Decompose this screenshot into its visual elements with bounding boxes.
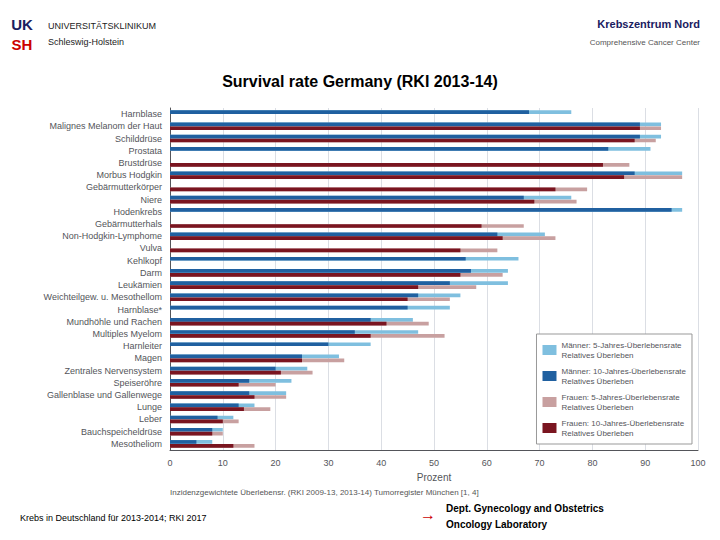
svg-text:Relatives Überleben: Relatives Überleben xyxy=(561,403,633,412)
svg-text:Lunge: Lunge xyxy=(137,402,162,412)
svg-text:20: 20 xyxy=(271,458,281,468)
svg-text:Darm: Darm xyxy=(140,268,162,278)
svg-text:Leber: Leber xyxy=(139,414,162,424)
svg-text:Krebszentrum Nord: Krebszentrum Nord xyxy=(597,18,700,30)
svg-text:Männer: 10-Jahres-Überlebensra: Männer: 10-Jahres-Überlebensrate xyxy=(561,367,686,376)
svg-text:Gebärmutterkörper: Gebärmutterkörper xyxy=(86,182,162,192)
svg-text:Zentrales Nervensystem: Zentrales Nervensystem xyxy=(64,366,162,376)
svg-text:100: 100 xyxy=(690,458,705,468)
svg-text:Bauchspeicheldrüse: Bauchspeicheldrüse xyxy=(81,427,162,437)
svg-text:Gallenblase und Gallenwege: Gallenblase und Gallenwege xyxy=(47,390,162,400)
svg-text:Survival rate Germany (RKI 201: Survival rate Germany (RKI 2013-14) xyxy=(222,73,498,90)
svg-text:Relatives Überleben: Relatives Überleben xyxy=(561,377,633,386)
svg-text:Vulva: Vulva xyxy=(140,243,162,253)
svg-text:SH: SH xyxy=(12,36,33,53)
svg-text:90: 90 xyxy=(640,458,650,468)
svg-text:UK: UK xyxy=(11,16,33,33)
svg-text:Malignes Melanom der Haut: Malignes Melanom der Haut xyxy=(49,121,162,131)
svg-text:30: 30 xyxy=(323,458,333,468)
svg-text:Prostata: Prostata xyxy=(128,146,162,156)
svg-text:Hodenkrebs: Hodenkrebs xyxy=(113,207,162,217)
svg-text:Niere: Niere xyxy=(140,195,162,205)
svg-text:Multiples Myelom: Multiples Myelom xyxy=(92,329,162,339)
svg-text:Brustdrüse: Brustdrüse xyxy=(118,158,162,168)
svg-text:Weichteilgew. u. Mesothellom: Weichteilgew. u. Mesothellom xyxy=(44,292,162,302)
svg-text:Relatives Überleben: Relatives Überleben xyxy=(561,429,633,438)
svg-text:Schleswig-Holstein: Schleswig-Holstein xyxy=(48,37,124,47)
svg-text:Relatives Überleben: Relatives Überleben xyxy=(561,351,633,360)
svg-text:UNIVERSITÄTSKLINIKUM: UNIVERSITÄTSKLINIKUM xyxy=(48,21,156,31)
svg-text:Magen: Magen xyxy=(134,353,162,363)
svg-text:0: 0 xyxy=(167,458,172,468)
svg-text:60: 60 xyxy=(482,458,492,468)
svg-text:Dept. Gynecology and Obstetric: Dept. Gynecology and Obstetrics xyxy=(446,503,604,514)
svg-text:Inzidenzgewichtete Überlebensr: Inzidenzgewichtete Überlebensr. (RKI 200… xyxy=(170,488,479,497)
svg-text:Comprehensive Cancer Center: Comprehensive Cancer Center xyxy=(590,38,701,47)
svg-text:Prozent: Prozent xyxy=(417,472,452,483)
svg-text:Mundhöhle und Rachen: Mundhöhle und Rachen xyxy=(66,317,162,327)
svg-text:10: 10 xyxy=(218,458,228,468)
svg-text:Krebs in Deutschland für 2013-: Krebs in Deutschland für 2013-2014; RKI … xyxy=(20,513,207,523)
svg-text:Harnblase: Harnblase xyxy=(121,109,162,119)
svg-text:Non-Hodgkin-Lymphome: Non-Hodgkin-Lymphome xyxy=(62,231,162,241)
svg-text:Harnleiter: Harnleiter xyxy=(123,341,162,351)
svg-text:40: 40 xyxy=(376,458,386,468)
svg-text:Frauen: 5-Jahres-Überlebensrat: Frauen: 5-Jahres-Überlebensrate xyxy=(561,393,680,402)
svg-text:Männer: 5-Jahres-Überlebensrat: Männer: 5-Jahres-Überlebensrate xyxy=(561,341,682,350)
svg-text:Speiseröhre: Speiseröhre xyxy=(113,378,162,388)
svg-text:Schilddrüse: Schilddrüse xyxy=(115,134,162,144)
svg-text:Oncology Laboratory: Oncology Laboratory xyxy=(446,519,548,530)
svg-text:Frauen: 10-Jahres-Überlebensra: Frauen: 10-Jahres-Überlebensrate xyxy=(561,419,684,428)
svg-text:50: 50 xyxy=(429,458,439,468)
svg-text:Gebärmutterhals: Gebärmutterhals xyxy=(95,219,163,229)
svg-text:Leukämien: Leukämien xyxy=(118,280,162,290)
svg-text:→: → xyxy=(420,506,436,523)
svg-text:70: 70 xyxy=(535,458,545,468)
svg-text:Kehlkopf: Kehlkopf xyxy=(127,256,163,266)
svg-text:Morbus Hodgkin: Morbus Hodgkin xyxy=(96,170,162,180)
svg-text:Mesotheliom: Mesotheliom xyxy=(111,439,162,449)
svg-text:Harnblase*: Harnblase* xyxy=(117,305,162,315)
svg-text:80: 80 xyxy=(587,458,597,468)
